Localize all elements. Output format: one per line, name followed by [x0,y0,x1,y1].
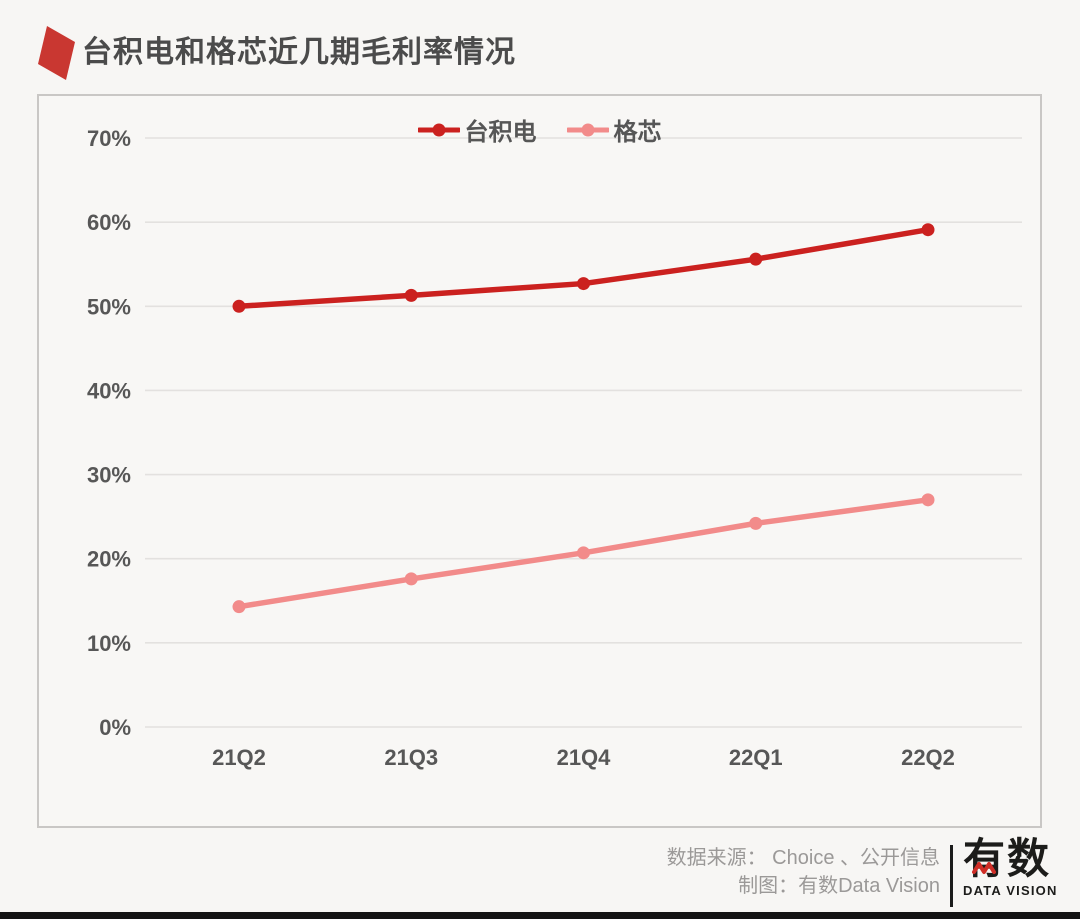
data-point [921,493,935,507]
y-tick-label: 70% [87,126,131,151]
data-point [232,600,246,614]
legend-label: 格芯 [613,119,662,146]
data-point [404,572,418,586]
data-point [577,277,590,291]
series-line [236,226,931,310]
y-tick-label: 0% [99,715,131,740]
data-point [749,252,763,266]
page-title: 台积电和格芯近几期毛利率情况 [82,36,516,69]
line-dot-icon [566,123,609,136]
data-point [232,299,246,313]
data-point [404,288,418,302]
x-tick-label: 21Q2 [212,745,266,770]
y-tick-label: 10% [87,631,131,656]
footer-divider [950,845,953,907]
legend-item: 格芯 [566,112,662,147]
x-tick-label: 21Q3 [384,745,438,770]
legend-item: 台积电 [417,112,537,147]
zigzag-wave-icon [972,862,996,874]
credit-text: 制图：有数Data Vision [738,875,940,897]
y-tick-label: 20% [87,547,131,572]
chart-legend: 台积电 格芯 [39,112,1040,147]
data-point [921,223,935,237]
data-source-text: 数据来源： Choice 、公开信息 [666,847,940,869]
logo-subtext: DATA VISION [963,883,1058,899]
line-dot-icon [417,123,460,136]
title-block: 台积电和格芯近几期毛利率情况 [38,26,516,80]
y-tick-label: 40% [87,378,131,403]
bottom-bar [0,912,1080,919]
logo-text: 有数 [963,835,1052,882]
y-tick-label: 30% [87,463,131,488]
brand-logo: 有数 DATA VISION [963,835,1063,899]
line-chart: 0% 10% 20% 30% 40% 50% 60% 70% 21Q2 21Q3 21Q4 22Q1 2… [87,126,1022,770]
footer-credits: 数据来源： Choice 、公开信息 制图：有数Data Vision [667,844,940,900]
red-parallelogram-icon [38,26,75,80]
legend-label: 台积电 [464,119,537,146]
x-tick-label: 21Q4 [557,745,612,770]
x-tick-label: 22Q2 [901,745,955,770]
logo-wordmark: 有数 [963,835,1063,882]
data-point [577,546,590,560]
x-tick-label: 22Q1 [729,745,783,770]
y-tick-label: 60% [87,210,131,235]
chart-panel: 台积电 格芯 0% 10% 20% 30% 40% 50% 60% 70% 21Q2 21Q3 21Q… [37,94,1042,828]
data-point [749,516,763,530]
y-tick-label: 50% [87,294,131,319]
